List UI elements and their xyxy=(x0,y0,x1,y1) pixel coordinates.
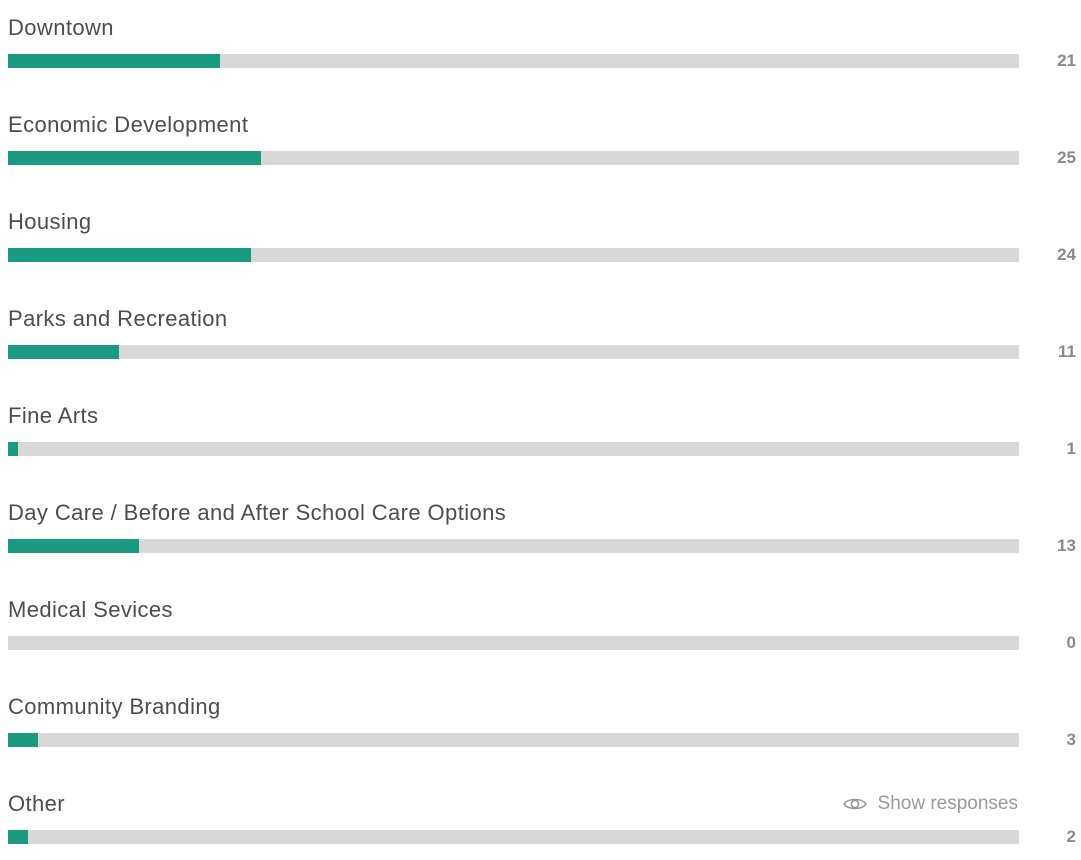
chart-row: Community Branding 3 xyxy=(8,693,1076,763)
bar xyxy=(8,539,139,553)
chart-row: Medical Sevices 0 xyxy=(8,596,1076,666)
chart-row: Parks and Recreation 11 xyxy=(8,305,1076,375)
chart-row: Downtown 21 xyxy=(8,14,1076,84)
bar-value-label: 24 xyxy=(1057,245,1076,264)
bar-value-label: 0 xyxy=(1066,633,1076,652)
bar xyxy=(8,248,251,262)
chart-row: Housing 24 xyxy=(8,208,1076,278)
bar xyxy=(8,733,38,747)
bar-track xyxy=(8,151,1019,165)
category-label: Downtown xyxy=(8,15,114,40)
category-label: Parks and Recreation xyxy=(8,306,228,331)
bar-track xyxy=(8,442,1019,456)
bar-value-label: 2 xyxy=(1066,827,1076,846)
bar-value-label: 11 xyxy=(1058,342,1076,361)
category-label: Economic Development xyxy=(8,112,249,137)
category-label: Fine Arts xyxy=(8,403,99,428)
bar-track xyxy=(8,830,1019,844)
show-responses-label: Show responses xyxy=(877,793,1018,814)
bar xyxy=(8,151,261,165)
chart-row: Other 2 Show responses xyxy=(8,790,1076,860)
bar xyxy=(8,345,119,359)
bar-value-label: 3 xyxy=(1066,730,1076,749)
chart-row: Economic Development 25 xyxy=(8,111,1076,181)
category-label: Other xyxy=(8,791,66,816)
bar-track xyxy=(8,248,1019,262)
chart-row: Fine Arts 1 xyxy=(8,402,1076,472)
bar-value-label: 21 xyxy=(1057,51,1076,70)
bar xyxy=(8,830,28,844)
bar-track xyxy=(8,733,1019,747)
bar xyxy=(8,54,220,68)
chart-row: Day Care / Before and After School Care … xyxy=(8,499,1076,569)
eye-icon xyxy=(842,795,868,813)
bar-track xyxy=(8,345,1019,359)
category-label: Community Branding xyxy=(8,694,221,719)
bar-track xyxy=(8,54,1019,68)
show-responses-link[interactable]: Show responses xyxy=(842,790,1018,818)
bar-value-label: 1 xyxy=(1066,439,1076,458)
category-label: Medical Sevices xyxy=(8,597,173,622)
bar-value-label: 25 xyxy=(1057,148,1076,167)
category-label: Day Care / Before and After School Care … xyxy=(8,500,507,525)
bar-track xyxy=(8,539,1019,553)
bar-value-label: 13 xyxy=(1057,536,1076,555)
bar-track xyxy=(8,636,1019,650)
category-label: Housing xyxy=(8,209,92,234)
bar xyxy=(8,442,18,456)
